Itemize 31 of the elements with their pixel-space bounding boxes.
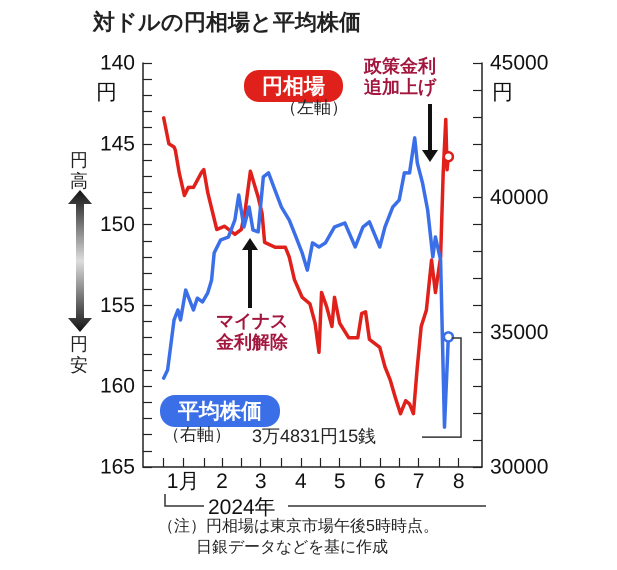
x-tick-label: 4 xyxy=(295,470,308,493)
x-tick-label: 1月 xyxy=(166,470,200,493)
y-tick-label: 160 xyxy=(100,374,135,398)
y-tick-label: 145 xyxy=(100,132,135,156)
annotation: （右軸） xyxy=(163,425,231,445)
annotation: 政策金利追加上げ xyxy=(364,56,438,98)
y2-tick-label: 30000 xyxy=(490,456,548,478)
x-tick-label: 8 xyxy=(452,470,465,493)
y-tick-label: 155 xyxy=(100,294,135,317)
x-tick-label: 5 xyxy=(334,470,346,493)
x-tick-label: 3 xyxy=(254,470,267,493)
text: 円高 xyxy=(70,150,89,192)
text: （注）円相場は東京市場午後5時時点。 xyxy=(158,518,439,536)
y-tick-label: 165 xyxy=(100,456,135,478)
x-tick-label: 6 xyxy=(374,470,386,493)
x-axis-title: 2024年 xyxy=(208,495,276,519)
annotation: 3万4831円15銭 xyxy=(252,426,376,447)
y2-tick-label: 45000 xyxy=(490,52,548,74)
x-tick-label: 7 xyxy=(412,470,424,493)
annotation: マイナス金利解除 xyxy=(214,311,288,352)
y-tick-label: 150 xyxy=(100,213,135,236)
series-label: 平均株価 xyxy=(178,400,262,423)
y-tick-label: 140 xyxy=(100,52,135,74)
chart-title: 対ドルの円相場と平均株価 xyxy=(92,10,361,34)
y2-tick-label: 35000 xyxy=(490,320,548,344)
text: 日銀データなどを基に作成 xyxy=(196,539,388,558)
y-axis-title: 円 xyxy=(96,80,117,106)
y2-axis-title: 円 xyxy=(492,80,513,106)
text: 円安 xyxy=(70,334,89,376)
x-tick-label: 2 xyxy=(216,470,228,493)
y2-tick-label: 40000 xyxy=(490,186,548,210)
